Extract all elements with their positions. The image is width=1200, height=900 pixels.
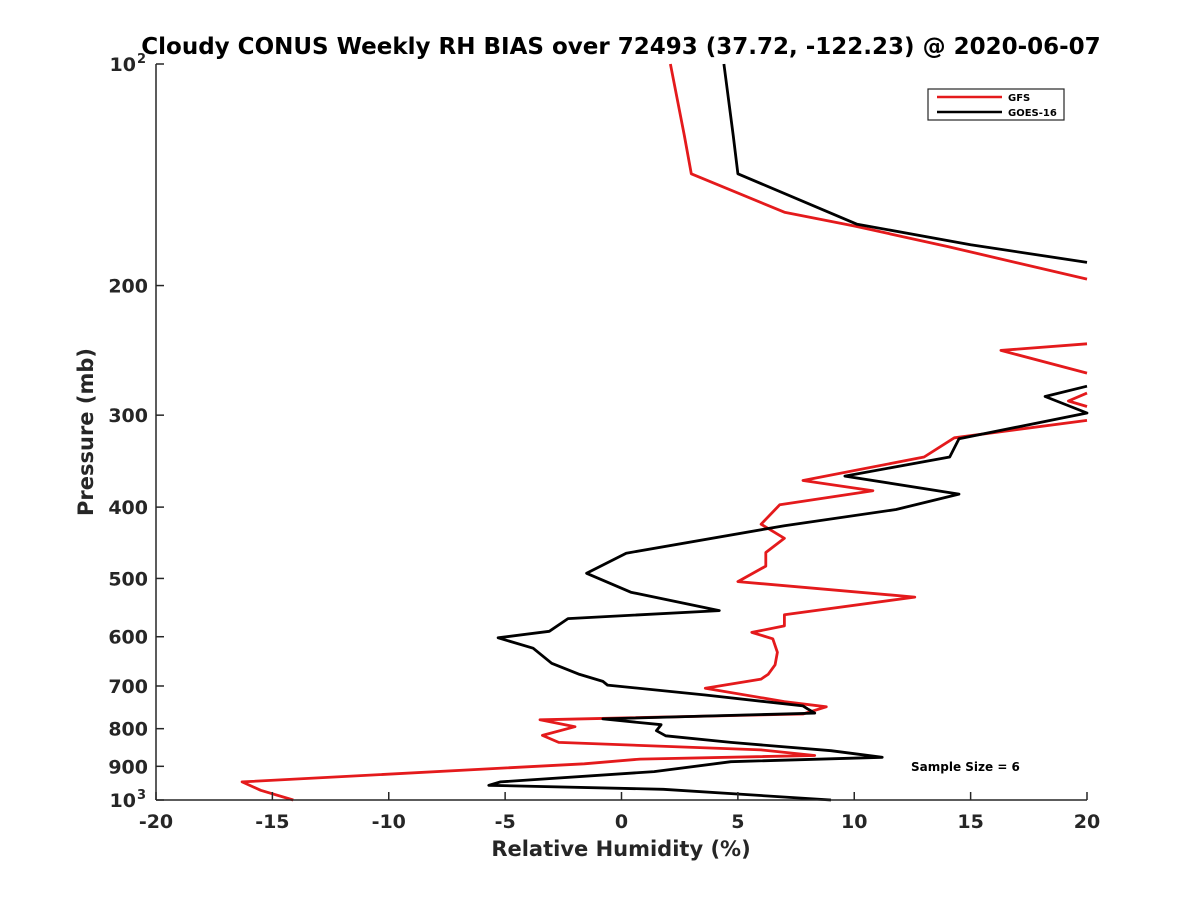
y-tick-exponent: 3 — [137, 788, 146, 803]
y-tick-exponent: 2 — [137, 52, 146, 67]
series-gfs — [240, 63, 1088, 802]
series-line-segment — [240, 419, 1088, 802]
x-tick-label: -20 — [139, 811, 173, 833]
legend-label: GFS — [1008, 93, 1030, 104]
x-tick-label: 10 — [841, 811, 867, 833]
axes-box — [156, 64, 1087, 800]
y-tick-label: 800 — [108, 719, 148, 741]
plot-area: -20 -15 -10 -5 0 5 10 15 20 10 220030040050060070… — [108, 52, 1100, 833]
series-layer — [240, 63, 1089, 802]
y-tick-label: 700 — [108, 676, 148, 698]
y-tick-label: 400 — [108, 497, 148, 519]
legend-label: GOES-16 — [1008, 108, 1057, 119]
x-tick-label: 5 — [731, 811, 744, 833]
chart-title: Cloudy CONUS Weekly RH BIAS over 72493 (… — [141, 34, 1100, 60]
sample-size-annotation: Sample Size = 6 — [911, 760, 1020, 774]
y-tick-label: 600 — [108, 627, 148, 649]
x-tick-label: 20 — [1074, 811, 1100, 833]
series-line-segment — [1067, 391, 1088, 408]
x-tick-label: 0 — [615, 811, 628, 833]
x-tick-label: 15 — [957, 811, 983, 833]
y-tick-label: 500 — [108, 568, 148, 590]
x-axis-ticks: -20 -15 -10 -5 0 5 10 15 20 — [139, 792, 1100, 833]
series-line-segment — [487, 384, 1089, 802]
y-tick-label: 900 — [108, 756, 148, 778]
y-tick-label: 300 — [108, 405, 148, 427]
y-axis-label: Pressure (mb) — [74, 348, 98, 516]
legend-items: GFS GOES-16 — [937, 93, 1057, 119]
series-line-segment — [999, 342, 1088, 375]
y-tick-label: 10 — [110, 790, 136, 812]
series-goes-16 — [487, 63, 1089, 802]
x-axis-label: Relative Humidity (%) — [491, 837, 750, 861]
y-tick-label: 200 — [108, 276, 148, 298]
x-tick-label: -15 — [255, 811, 289, 833]
x-tick-label: -5 — [495, 811, 516, 833]
legend-box — [927, 88, 1065, 121]
series-line-segment — [669, 63, 1088, 281]
y-tick-label: 10 — [110, 54, 136, 76]
legend: GFS GOES-16 — [927, 88, 1065, 121]
series-line-segment — [722, 63, 1088, 264]
x-tick-label: -10 — [372, 811, 406, 833]
